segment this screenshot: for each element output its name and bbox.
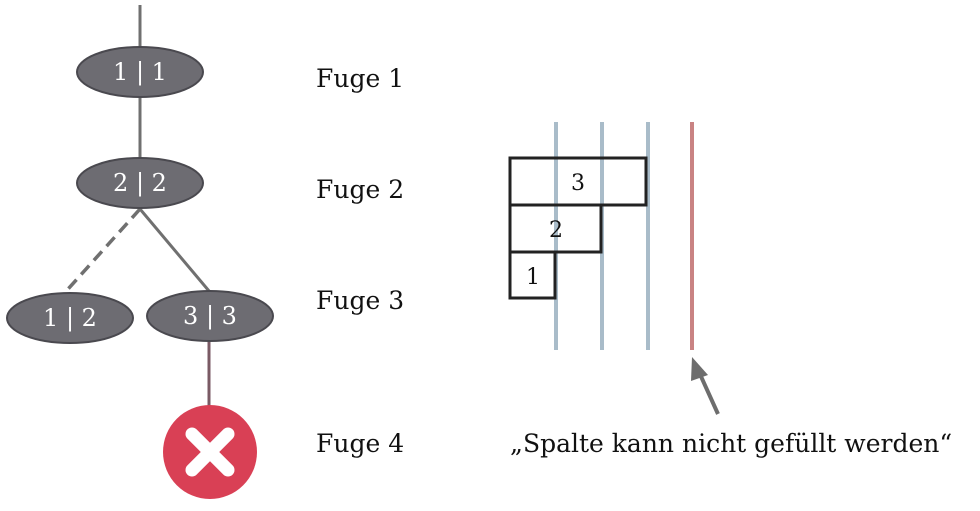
tree-edges [58, 5, 211, 408]
box-1: 1 [508, 250, 557, 300]
node-label: 1 | 1 [113, 58, 167, 87]
pointer-arrow-icon [691, 357, 720, 415]
node-label: 2 | 2 [113, 169, 167, 198]
box-label: 2 [549, 218, 563, 243]
tree-node-2-2: 2 | 2 [76, 157, 204, 209]
tree-node-1-1: 1 | 1 [76, 46, 204, 98]
box-label: 1 [526, 265, 540, 290]
edge-solid [138, 208, 211, 292]
close-x-icon [163, 405, 257, 499]
box-3: 3 [508, 156, 648, 207]
note-text: „Spalte kann nicht gefüllt werden“ [510, 429, 952, 458]
tree-node-1-2: 1 | 2 [6, 292, 134, 344]
edge-dashed [58, 207, 142, 300]
fuge-label-2: Fuge 2 [316, 175, 404, 204]
node-label: 1 | 2 [43, 304, 97, 333]
fuge-label-1: Fuge 1 [316, 64, 404, 93]
fuge-label-4: Fuge 4 [316, 429, 404, 458]
node-label: 3 | 3 [183, 302, 237, 331]
grid-boxes: 3 2 1 [508, 156, 648, 300]
column-lines [554, 122, 694, 350]
tree-node-3-3: 3 | 3 [146, 290, 274, 342]
fuge-label-3: Fuge 3 [316, 286, 404, 315]
box-label: 3 [571, 171, 585, 196]
fuge-labels: Fuge 1 Fuge 2 Fuge 3 Fuge 4 [316, 64, 404, 458]
